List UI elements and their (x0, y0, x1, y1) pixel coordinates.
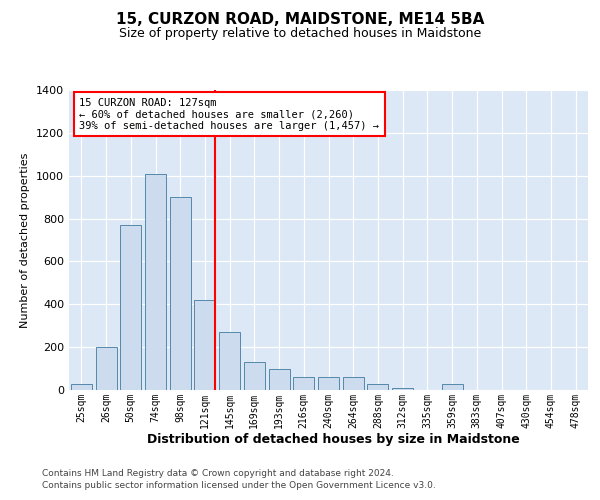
Bar (244, 362, 265, 390)
Text: Contains HM Land Registry data © Crown copyright and database right 2024.: Contains HM Land Registry data © Crown c… (42, 468, 394, 477)
Text: Distribution of detached houses by size in Maidstone: Distribution of detached houses by size … (146, 432, 520, 446)
Bar (145, 174, 166, 390)
Bar (318, 377, 339, 390)
Bar (120, 225, 141, 390)
Bar (293, 377, 314, 390)
Y-axis label: Number of detached properties: Number of detached properties (20, 152, 31, 328)
Bar (442, 384, 463, 390)
Bar (343, 377, 364, 390)
Text: 15 CURZON ROAD: 127sqm
← 60% of detached houses are smaller (2,260)
39% of semi-: 15 CURZON ROAD: 127sqm ← 60% of detached… (79, 98, 379, 130)
Bar (194, 300, 215, 390)
Bar (95, 347, 116, 390)
Bar (219, 332, 240, 390)
Bar (170, 197, 191, 390)
Bar (71, 384, 92, 390)
Bar (367, 384, 388, 390)
Bar (269, 368, 290, 390)
Text: Contains public sector information licensed under the Open Government Licence v3: Contains public sector information licen… (42, 481, 436, 490)
Text: 15, CURZON ROAD, MAIDSTONE, ME14 5BA: 15, CURZON ROAD, MAIDSTONE, ME14 5BA (116, 12, 484, 28)
Text: Size of property relative to detached houses in Maidstone: Size of property relative to detached ho… (119, 28, 481, 40)
Bar (392, 388, 413, 390)
